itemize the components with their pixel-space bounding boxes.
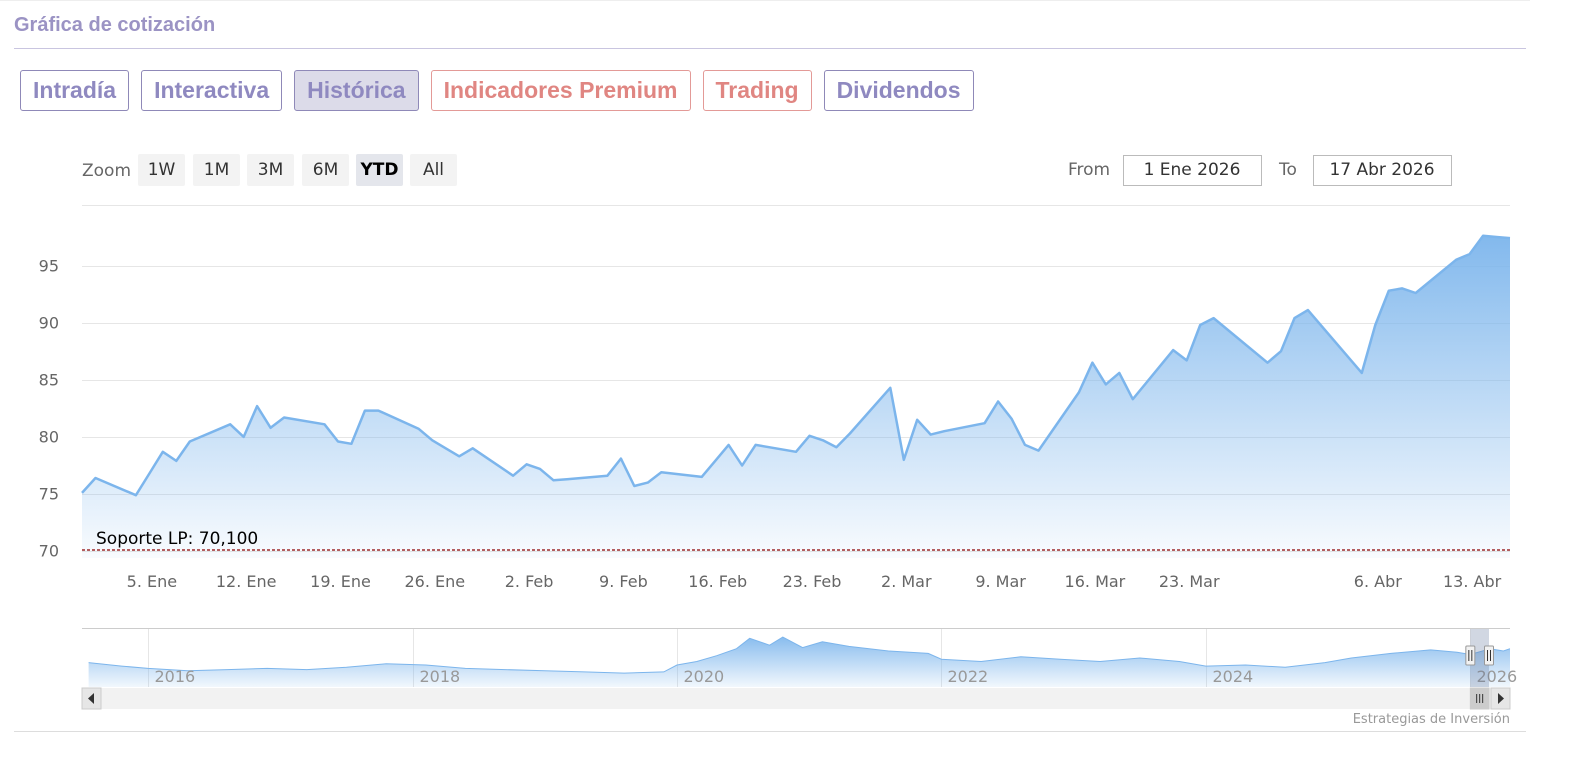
tab-intradia[interactable]: Intradía xyxy=(20,70,130,111)
navigator: 2016 2018 2020 2022 2024 2026 xyxy=(82,628,1518,687)
navigator-handle-left[interactable] xyxy=(1465,645,1476,666)
chart-tabs: Intradía Interactiva Histórica Indicador… xyxy=(20,70,974,111)
to-date-value: 17 Abr 2026 xyxy=(1329,160,1434,180)
title-divider xyxy=(14,48,1526,49)
navigator-handle-right[interactable] xyxy=(1484,645,1494,666)
navigator-year-label: 2022 xyxy=(948,667,989,686)
x-tick-label: 23. Feb xyxy=(783,572,842,591)
x-tick-label: 16. Feb xyxy=(688,572,747,591)
navigator-year-label: 2024 xyxy=(1213,667,1254,686)
from-date-value: 1 Ene 2026 xyxy=(1144,160,1241,180)
arrow-right-icon xyxy=(1498,693,1504,704)
navigator-year-label: 2026 xyxy=(1477,667,1518,686)
y-axis-ticks: 70 75 80 85 90 95 xyxy=(39,257,59,561)
zoom-3m-button[interactable] xyxy=(247,154,294,186)
tab-dividendos[interactable]: Dividendos xyxy=(823,70,974,111)
y-tick-label: 80 xyxy=(39,428,59,447)
navigator-window[interactable] xyxy=(1470,629,1489,687)
scrollbar[interactable] xyxy=(81,687,1511,710)
support-label: Soporte LP: 70,100 xyxy=(96,529,258,549)
y-tick-label: 95 xyxy=(39,257,59,276)
zoom-ytd-label: YTD xyxy=(359,160,398,180)
navigator-area xyxy=(88,637,1511,687)
x-tick-label: 2. Mar xyxy=(881,572,932,591)
x-tick-label: 19. Ene xyxy=(310,572,371,591)
x-tick-label: 13. Abr xyxy=(1443,572,1502,591)
zoom-all-label: All xyxy=(423,160,444,180)
price-line xyxy=(81,234,1511,497)
x-tick-label: 23. Mar xyxy=(1159,572,1220,591)
y-tick-label: 70 xyxy=(39,542,59,561)
tab-interactiva[interactable]: Interactiva xyxy=(141,70,283,111)
top-divider xyxy=(0,0,1530,1)
x-tick-label: 26. Ene xyxy=(404,572,465,591)
x-axis-ticks: 5. Ene 12. Ene 19. Ene 26. Ene 2. Feb 9. Feb 1… xyxy=(127,572,1502,591)
chart-credits: Estrategias de Inversión xyxy=(1353,712,1510,727)
tab-historica[interactable]: Histórica xyxy=(294,70,419,111)
tab-trading[interactable]: Trading xyxy=(702,70,812,111)
zoom-1m-label: 1M xyxy=(204,160,229,180)
navigator-year-label: 2020 xyxy=(684,667,725,686)
scrollbar-track[interactable] xyxy=(82,688,1510,709)
zoom-all-button[interactable] xyxy=(410,154,457,186)
navigator-year-label: 2016 xyxy=(155,667,196,686)
navigator-year-label: 2018 xyxy=(420,667,461,686)
navigator-year-labels: 2016 2018 2020 2022 2024 2026 xyxy=(155,667,1518,686)
price-area xyxy=(82,235,1510,559)
x-tick-label: 6. Abr xyxy=(1354,572,1402,591)
handle-body xyxy=(1484,645,1494,666)
grip-icon xyxy=(1476,694,1484,703)
x-tick-label: 9. Mar xyxy=(975,572,1026,591)
section-title: Gráfica de cotización xyxy=(14,14,216,36)
zoom-1m-button[interactable] xyxy=(193,154,240,186)
zoom-1w-label: 1W xyxy=(148,160,176,180)
navigator-line xyxy=(88,636,1511,674)
y-tick-label: 85 xyxy=(39,371,59,390)
handle-body xyxy=(1465,645,1476,666)
from-date-input[interactable] xyxy=(1123,155,1262,186)
zoom-1w-button[interactable] xyxy=(138,154,185,186)
zoom-6m-label: 6M xyxy=(313,160,338,180)
zoom-buttons: 1W 1M 3M 6M YTD All xyxy=(138,154,457,186)
stock-chart: Zoom 1W 1M 3M 6M YTD All From 1 Ene 2026… xyxy=(14,154,1526,732)
to-label: To xyxy=(1278,160,1297,180)
x-tick-label: 12. Ene xyxy=(216,572,277,591)
zoom-ytd-button[interactable] xyxy=(356,154,403,186)
y-tick-label: 75 xyxy=(39,485,59,504)
y-tick-label: 90 xyxy=(39,314,59,333)
x-tick-label: 5. Ene xyxy=(127,572,177,591)
from-label: From xyxy=(1068,160,1110,180)
to-date-input[interactable] xyxy=(1313,155,1452,186)
arrow-left-icon xyxy=(88,693,94,704)
zoom-3m-label: 3M xyxy=(258,160,283,180)
zoom-6m-button[interactable] xyxy=(302,154,349,186)
x-tick-label: 9. Feb xyxy=(599,572,648,591)
zoom-label: Zoom xyxy=(82,161,131,181)
x-tick-label: 2. Feb xyxy=(505,572,554,591)
x-tick-label: 16. Mar xyxy=(1065,572,1126,591)
tab-indicadores-premium[interactable]: Indicadores Premium xyxy=(430,70,691,111)
